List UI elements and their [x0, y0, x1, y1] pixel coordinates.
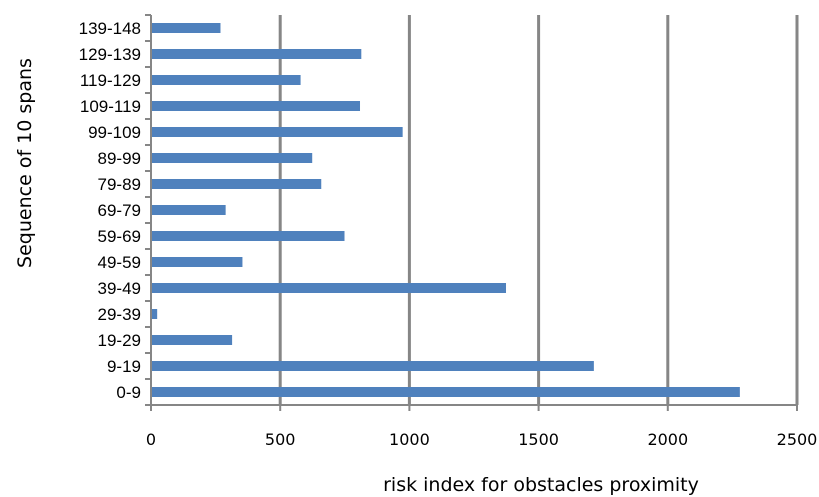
axes	[145, 14, 798, 411]
y-tick-label: 139-148	[79, 19, 141, 38]
gridlines	[278, 15, 799, 405]
bar-109-119	[152, 101, 361, 111]
y-tick-label: 109-119	[80, 97, 141, 116]
y-tick-label: 29-39	[98, 305, 141, 324]
y-tick-label: 49-59	[98, 253, 141, 272]
y-tick-label: 119-129	[80, 71, 141, 90]
bar-69-79	[152, 205, 226, 215]
x-tick-label: 500	[265, 430, 296, 449]
bar-39-49	[152, 283, 507, 293]
y-axis-title: Sequence of 10 spans	[14, 58, 36, 268]
y-tick-label: 39-49	[98, 279, 141, 298]
bar-99-109	[152, 127, 403, 137]
x-axis-title: risk index for obstacles proximity	[383, 474, 699, 496]
bar-29-39	[152, 309, 158, 319]
y-tick-label: 89-99	[98, 149, 141, 168]
bar-129-139	[152, 49, 362, 59]
y-tick-label: 0-9	[116, 383, 141, 402]
y-tick-label: 79-89	[98, 175, 141, 194]
bar-59-69	[152, 231, 345, 241]
bar-119-129	[152, 75, 301, 85]
x-tick-label: 2500	[777, 430, 818, 449]
y-tick-label: 129-139	[79, 45, 141, 64]
x-tick-label: 2000	[647, 430, 688, 449]
y-tick-label: 19-29	[98, 331, 141, 350]
bar-9-19	[152, 361, 594, 371]
y-tick-label: 9-19	[107, 357, 141, 376]
bar-89-99	[152, 153, 313, 163]
x-tick-label: 0	[146, 430, 156, 449]
bar-79-89	[152, 179, 322, 189]
x-tick-label: 1000	[389, 430, 430, 449]
x-tick-labels: 0 500 1000 1500 2000 2500	[146, 430, 817, 449]
bar-49-59	[152, 257, 243, 267]
y-tick-label: 59-69	[98, 227, 141, 246]
bar-139-148	[152, 23, 221, 33]
y-tick-labels: 0-9 9-19 19-29 29-39 39-49 49-59 59-69 69-79 79-…	[79, 19, 141, 402]
bars	[152, 23, 740, 397]
bar-0-9	[152, 387, 740, 397]
x-tick-label: 1500	[518, 430, 559, 449]
y-tick-label: 69-79	[98, 201, 141, 220]
bar-19-29	[152, 335, 233, 345]
y-tick-label: 99-109	[88, 123, 141, 142]
